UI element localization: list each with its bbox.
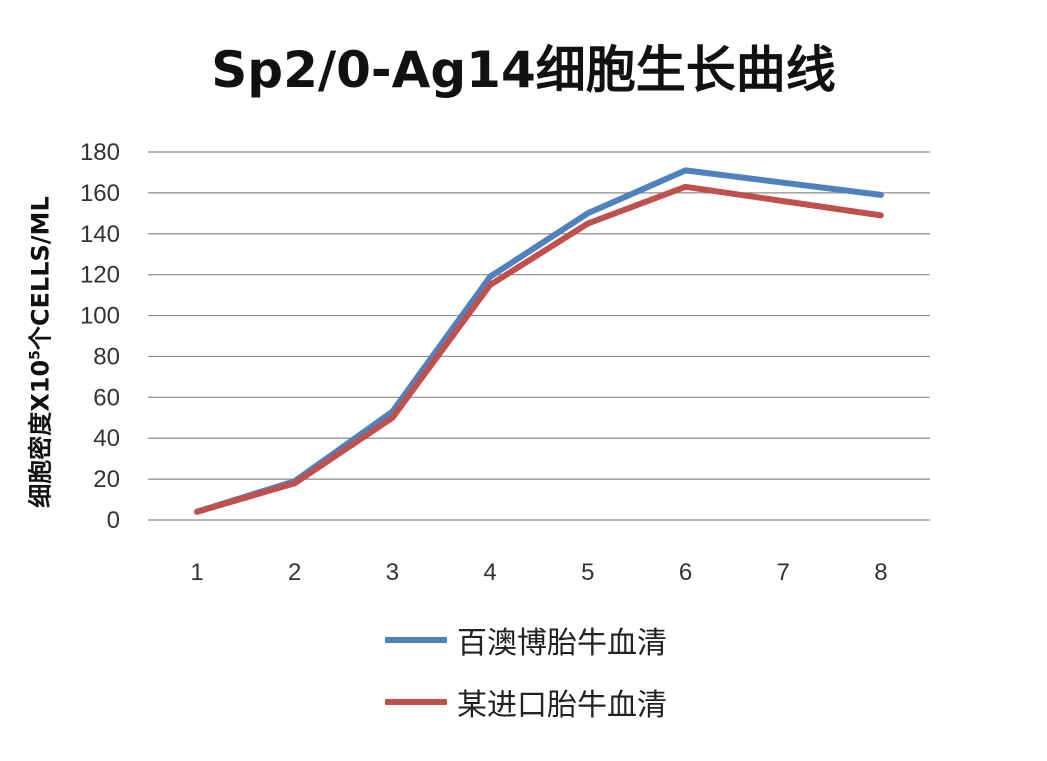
- legend-item-series-2: 某进口胎牛血清: [385, 677, 667, 727]
- legend-swatch-series-1: [385, 637, 447, 643]
- y-tick-label: 100: [80, 303, 120, 330]
- x-tick-labels: 1 2 3 4 5 6 7 8: [190, 559, 887, 586]
- legend-item-series-1: 百澳博胎牛血清: [385, 615, 667, 665]
- y-tick-label: 120: [80, 262, 120, 289]
- x-tick-label: 7: [777, 559, 790, 586]
- x-tick-label: 5: [581, 559, 594, 586]
- x-tick-label: 2: [288, 559, 301, 586]
- x-tick-label: 8: [874, 559, 887, 586]
- y-tick-label: 0: [107, 507, 120, 534]
- y-tick-labels: 0 20 40 60 80 100 120 140 160 180: [80, 139, 120, 534]
- legend-swatch-series-2: [385, 699, 447, 705]
- y-tick-label: 140: [80, 221, 120, 248]
- y-tick-label: 40: [93, 425, 120, 452]
- legend-label-series-1: 百澳博胎牛血清: [457, 626, 667, 661]
- x-tick-label: 6: [679, 559, 692, 586]
- y-tick-label: 80: [93, 343, 120, 370]
- x-tick-label: 1: [190, 559, 203, 586]
- y-tick-label: 180: [80, 139, 120, 166]
- legend-label-series-2: 某进口胎牛血清: [457, 688, 667, 723]
- x-tick-label: 4: [483, 559, 496, 586]
- x-tick-label: 3: [386, 559, 399, 586]
- y-tick-label: 20: [93, 466, 120, 493]
- y-tick-label: 160: [80, 180, 120, 207]
- series-lines: [194, 167, 884, 515]
- series-line-2: [194, 183, 884, 515]
- chart-title: Sp2/0-Ag14细胞生长曲线: [211, 41, 836, 99]
- y-tick-label: 60: [93, 384, 120, 411]
- grid-lines: [148, 151, 930, 521]
- series-line-1: [194, 167, 884, 515]
- legend: 百澳博胎牛血清 某进口胎牛血清: [385, 615, 667, 739]
